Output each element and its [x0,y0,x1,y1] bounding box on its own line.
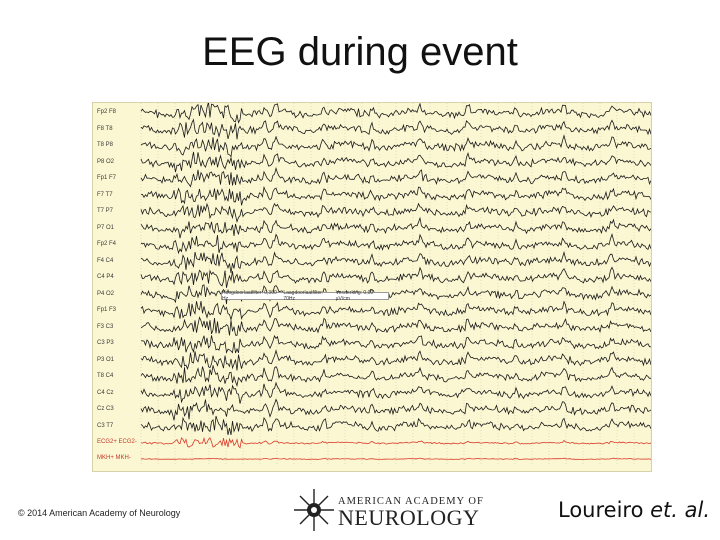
lowpass-filter-label: Laagdoorlaatfilter: 70Hz [283,290,324,302]
channel-label-c3-t7: C3 T7 [97,422,114,429]
eeg-trace-c3-t7 [140,415,651,435]
eeg-trace-fp2-f8 [140,103,651,124]
channel-label-f7-t7: F7 T7 [97,191,113,198]
eeg-trace-cz-c3 [140,398,651,421]
gain-label: Versterking: 0,00 µV/cm [335,290,374,302]
eeg-trace-fp2-f4 [140,233,651,255]
channel-label-p7-o1: P7 O1 [97,224,115,231]
channel-label-fp2-f4: Fp2 F4 [97,241,117,247]
channel-label-f8-t8: F8 T8 [97,125,113,132]
eeg-trace-f3-c3 [140,316,651,336]
eeg-trace-fp1-f3 [140,300,651,322]
channel-label-mkh: MKH+ MKH- [97,455,131,461]
logo-line1: AMERICAN ACADEMY OF [338,496,484,507]
logo-line2: NEUROLOGY [338,505,480,530]
eeg-trace-c4-cz [140,381,651,404]
eeg-trace-t8-p8 [140,134,651,158]
channel-label-p4-o2: P4 O2 [97,290,115,297]
channel-label-fp1-f3: Fp1 F3 [97,307,117,313]
eeg-trace-c4-p4 [140,266,651,288]
channel-label-fp2-f8: Fp2 F8 [97,109,117,115]
eeg-trace-c3-p3 [140,334,651,354]
channel-label-c3-p3: C3 P3 [97,340,114,346]
filter-settings-bar: Hoogdoorlaatfilter: 0,300 Hz Laagdoorlaa… [221,290,389,302]
mkh-trace [140,457,651,460]
channel-label-f3-c3: F3 C3 [97,323,114,330]
channel-label-t7-p7: T7 P7 [97,208,114,214]
eeg-trace-p7-o1 [140,216,651,239]
eeg-trace-p8-o2 [140,151,651,173]
channel-label-p8-o2: P8 O2 [97,158,115,165]
channel-label-t8-p8: T8 P8 [97,142,114,148]
eeg-trace-p4-o2 [140,284,651,305]
channel-label-p3-o1: P3 O1 [97,356,115,363]
channel-label-f4-c4: F4 C4 [97,257,114,264]
channel-label-ecg: ECG2+ ECG2- [97,439,137,445]
channel-label-cz-c3: Cz C3 [97,406,114,412]
eeg-trace-fp1-f7 [140,166,651,188]
eeg-trace-t7-p7 [140,202,651,224]
highpass-filter-label: Hoogdoorlaatfilter: 0,300 Hz [222,290,277,302]
ecg-trace [140,436,651,449]
channel-label-c4-p4: C4 P4 [97,274,114,280]
eeg-trace-f7-t7 [141,185,651,206]
eeg-trace-t8-c4 [140,365,651,388]
citation-etal: et. al. [650,498,710,522]
eeg-trace-f4-c4 [140,250,651,273]
eeg-trace-f8-t8 [140,118,651,140]
eeg-trace-p3-o1 [140,349,651,371]
aan-logo: AMERICAN ACADEMY OF NEUROLOGY [292,487,483,533]
channel-label-fp1-f7: Fp1 F7 [97,175,117,181]
citation: Loureiro et. al. [558,498,710,522]
eeg-recording-panel: Fp2 F8 F8 T8 T8 P8 P8 O2 Fp1 F7 F7 T7 T7 P7 P7 … [92,102,652,472]
citation-author: Loureiro [557,498,644,522]
eeg-traces [140,103,651,465]
aan-star-logo-icon [294,489,334,531]
channel-label-t8-c4: T8 C4 [97,373,114,379]
copyright-notice: © 2014 American Academy of Neurology [18,508,181,518]
slide-title: EEG during event [202,30,518,74]
channel-label-c4-cz: C4 Cz [97,389,114,396]
